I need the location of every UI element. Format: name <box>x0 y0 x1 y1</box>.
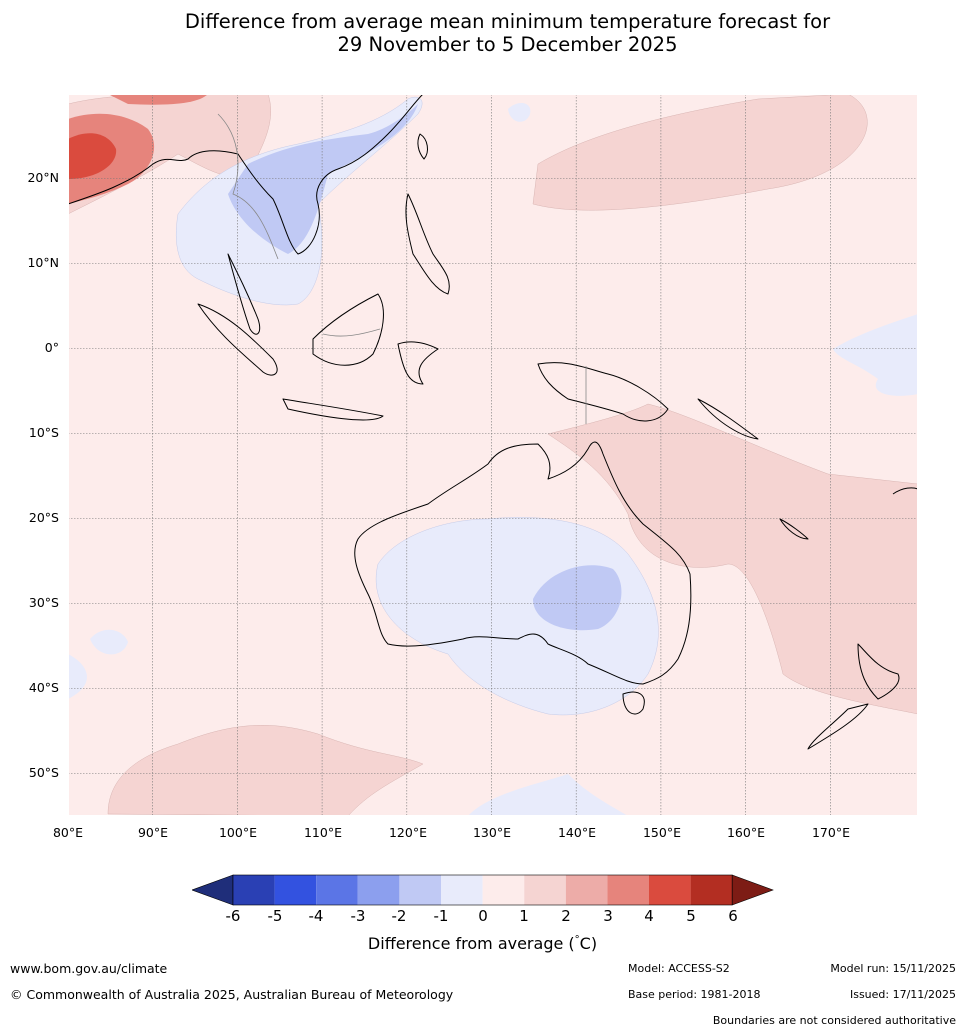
lat-label-50s: 50°S <box>28 765 59 780</box>
title-line-2: 29 November to 5 December 2025 <box>337 33 678 56</box>
lon-label-110e: 110°E <box>303 825 342 840</box>
coast-new-guinea <box>537 362 669 422</box>
colorbar-label-suffix: C) <box>579 934 598 953</box>
base-period: Base period: 1981-2018 <box>628 988 761 1001</box>
anomaly-region-minus1-west-edge <box>68 654 87 699</box>
colorbar-tick-8: 2 <box>561 907 571 925</box>
coastlines <box>68 94 918 750</box>
coast-borneo <box>312 293 384 366</box>
lon-label-150e: 150°E <box>642 825 681 840</box>
colorbar-tick-7: 1 <box>519 907 529 925</box>
colorbar-tick-6: 0 <box>478 907 488 925</box>
forecast-map <box>68 94 918 816</box>
coast-malay-peninsula <box>227 253 261 335</box>
border-indochina <box>217 113 279 260</box>
lat-label-30s: 30°S <box>28 595 59 610</box>
colorbar <box>192 874 774 906</box>
coast-asia-mainland <box>68 94 424 255</box>
colorbar-bin-1 <box>233 875 275 905</box>
coast-fiji <box>892 487 918 495</box>
lon-label-100e: 100°E <box>218 825 257 840</box>
colorbar-tick-11: 5 <box>686 907 696 925</box>
anomaly-region-minus2-australia <box>533 565 622 631</box>
lat-lon-grid <box>68 94 918 816</box>
colorbar-bin-10 <box>607 875 649 905</box>
coast-sulawesi <box>397 341 439 385</box>
colorbar-tick-0: -6 <box>225 907 241 925</box>
colorbar-bin-6 <box>441 875 483 905</box>
anomaly-region-minus1-southern <box>468 774 628 816</box>
lon-label-160e: 160°E <box>726 825 765 840</box>
colorbar-tick-9: 3 <box>603 907 613 925</box>
anomaly-region-minus1-ne-pacific <box>508 102 531 122</box>
lon-label-90e: 90°E <box>137 825 169 840</box>
coast-new-zealand-south <box>807 703 869 750</box>
coast-java <box>282 398 384 421</box>
lat-label-40s: 40°S <box>28 680 59 695</box>
colorbar-tick-10: 4 <box>644 907 654 925</box>
model-name: Model: ACCESS-S2 <box>628 962 730 975</box>
coast-solomons <box>697 398 759 440</box>
lat-label-0: 0° <box>44 340 59 355</box>
model-run-date: Model run: 15/11/2025 <box>830 962 956 975</box>
map-frame <box>68 94 918 816</box>
lon-label-140e: 140°E <box>557 825 596 840</box>
colorbar-bin-4 <box>357 875 400 905</box>
coast-sumatra <box>197 303 278 376</box>
anomaly-region-plus2-asia-north <box>108 94 208 105</box>
colorbar-bin-11 <box>649 875 691 905</box>
coast-vanuatu <box>779 518 809 540</box>
coast-philippines <box>405 193 450 295</box>
lon-label-130e: 130°E <box>472 825 511 840</box>
coast-taiwan <box>417 133 428 160</box>
colorbar-extend-low <box>192 874 234 906</box>
lat-label-20s: 20°S <box>28 510 59 525</box>
colorbar-bin-5 <box>399 875 441 905</box>
copyright-text: © Commonwealth of Australia 2025, Austra… <box>10 987 454 1002</box>
colorbar-label-degree: ° <box>574 934 580 946</box>
map-title: Difference from average mean minimum tem… <box>0 10 965 56</box>
website-link[interactable]: www.bom.gov.au/climate <box>10 961 168 976</box>
colorbar-tick-1: -5 <box>267 907 283 925</box>
anomaly-region-plus1-coral-sea <box>547 403 918 715</box>
lon-label-120e: 120°E <box>388 825 427 840</box>
colorbar-bin-8 <box>524 875 566 905</box>
colorbar-bin-7 <box>482 875 525 905</box>
anomaly-region-plus1-southern <box>107 725 424 816</box>
colorbar-bin-12 <box>690 875 733 905</box>
colorbar-label: Difference from average (°C) <box>0 934 965 953</box>
colorbar-tick-5: -1 <box>433 907 449 925</box>
title-line-1: Difference from average mean minimum tem… <box>184 10 831 33</box>
lon-label-80e: 80°E <box>52 825 84 840</box>
country-borders <box>217 113 587 424</box>
colorbar-bin-3 <box>316 875 358 905</box>
lat-label-20n: 20°N <box>27 170 59 185</box>
colorbar-tick-4: -2 <box>391 907 407 925</box>
coast-tasmania <box>622 691 645 715</box>
coast-new-zealand-north <box>857 643 900 700</box>
colorbar-outline <box>232 874 733 906</box>
colorbar-tick-12: 6 <box>728 907 738 925</box>
colorbar-bin-2 <box>274 875 317 905</box>
lat-label-10n: 10°N <box>27 255 59 270</box>
colorbar-label-prefix: Difference from average ( <box>367 934 575 953</box>
coast-australia <box>354 441 692 685</box>
anomaly-region-plus1-pacific <box>532 94 868 211</box>
colorbar-extend-high <box>731 874 774 906</box>
lon-label-170e: 170°E <box>811 825 850 840</box>
issued-date: Issued: 17/11/2025 <box>849 988 956 1001</box>
anomaly-region-minus1-indian-ocean <box>90 629 128 655</box>
colorbar-tick-3: -3 <box>350 907 366 925</box>
lat-label-10s: 10°S <box>28 425 59 440</box>
anomaly-region-plus4-asia <box>68 133 117 179</box>
anomaly-region-minus1-east-pacific <box>833 314 918 396</box>
boundaries-disclaimer: Boundaries are not considered authoritat… <box>712 1014 956 1027</box>
colorbar-bin-9 <box>565 875 608 905</box>
border-borneo <box>322 328 381 337</box>
colorbar-tick-2: -4 <box>308 907 324 925</box>
